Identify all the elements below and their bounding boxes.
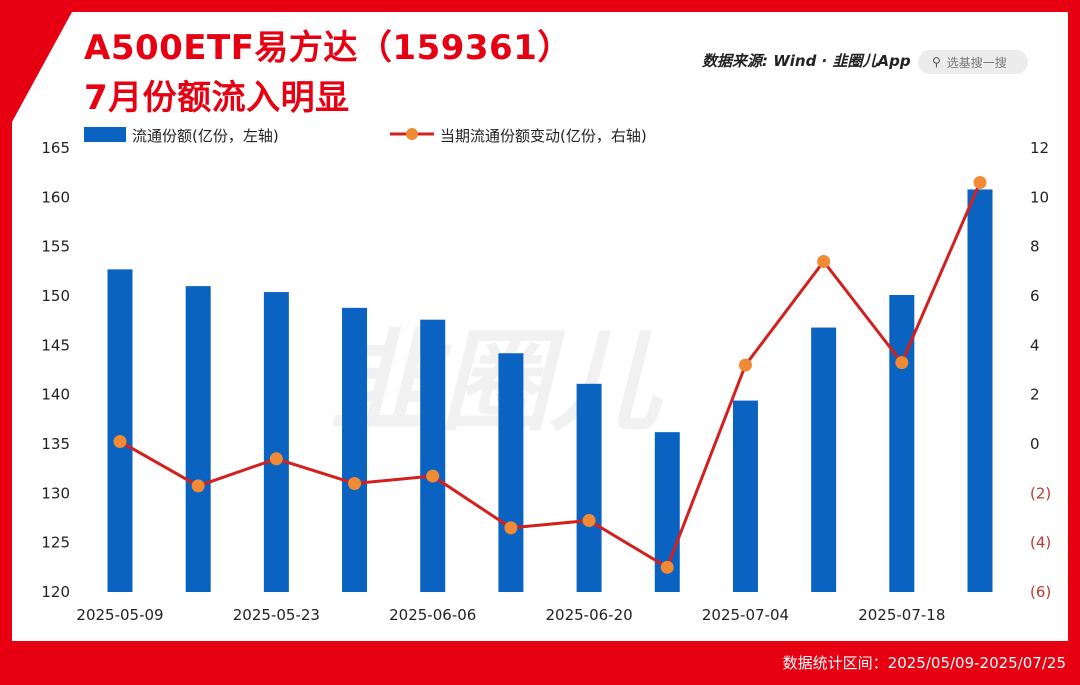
x-axis: 2025-05-09 2025-05-23 2025-06-06 2025-06-20… [76,606,945,624]
y-right-tick-label: 0 [1030,435,1040,453]
bar [107,269,133,592]
y-axis-right: (6) (4) (2) 0 2 4 6 8 10 12 [1030,139,1051,601]
line-point [191,479,205,493]
y-left-tick-label: 165 [41,139,70,157]
line-path [119,181,982,570]
y-right-tick-label: 6 [1030,287,1040,305]
y-left-tick-label: 140 [41,386,70,404]
x-tick-label: 2025-06-06 [389,606,476,624]
y-right-tick-label: 10 [1030,188,1049,206]
y-right-tick-label: (4) [1030,534,1051,552]
y-right-tick-label: 2 [1030,386,1040,404]
line-point [895,356,909,370]
legend-bar-swatch [84,127,126,142]
bar [185,286,211,592]
legend-line-label: 当期流通份额变动(亿份，右轴) [440,127,647,145]
x-tick-label: 2025-07-18 [858,606,945,624]
footer-date-range: 数据统计区间：2025/05/09-2025/07/25 [782,654,1066,672]
line-point [348,476,362,490]
data-source: 数据来源: Wind · 韭圈儿App [702,50,911,71]
corner-accent [12,12,72,122]
y-right-tick-label: 4 [1030,336,1040,354]
search-input[interactable]: ⚲ 选基搜一搜 [918,50,1028,74]
y-left-tick-label: 145 [41,336,70,354]
line-point [973,176,987,190]
line-point [504,521,518,535]
bar [498,353,524,592]
y-right-tick-label: 8 [1030,238,1040,256]
bar [420,319,446,592]
bar [263,292,289,592]
bar-series [107,189,993,592]
line-point [582,513,596,527]
y-left-tick-label: 120 [41,583,70,601]
y-left-tick-label: 155 [41,238,70,256]
line-point [113,435,127,449]
y-left-tick-label: 150 [41,287,70,305]
x-tick-label: 2025-05-23 [233,606,320,624]
y-right-tick-label: 12 [1030,139,1049,157]
x-tick-label: 2025-06-20 [545,606,632,624]
search-icon: ⚲ [932,55,941,69]
legend-bar-label: 流通份额(亿份，左轴) [132,127,279,145]
search-placeholder: 选基搜一搜 [946,55,1007,70]
bar [342,307,368,592]
y-right-tick-label: (6) [1030,583,1051,601]
bar [967,189,993,592]
line-series [113,176,987,574]
x-tick-label: 2025-05-09 [76,606,163,624]
legend-line-marker [406,128,418,140]
y-left-tick-label: 125 [41,534,70,552]
line-point [817,254,831,268]
legend: 流通份额(亿份，左轴) 当期流通份额变动(亿份，右轴) [84,127,647,145]
y-left-tick-label: 130 [41,484,70,502]
line-point [738,358,752,372]
y-axis-left: 120 125 130 135 140 145 150 155 160 165 [41,139,70,601]
chart-title-line1: A500ETF易方达（159361） [84,28,572,68]
data-source-prefix: 数据来源: Wind · [702,52,833,70]
watermark-text: 韭圈儿 [330,318,664,446]
bar [576,383,602,592]
chart-title-line2: 7月份额流入明显 [84,78,350,118]
x-tick-label: 2025-07-04 [702,606,789,624]
y-left-tick-label: 135 [41,435,70,453]
brand-logo-text: 韭圈儿App [832,52,911,70]
line-point [269,452,283,466]
line-point [660,560,674,574]
bar [732,400,758,592]
bar [811,327,837,592]
y-left-tick-label: 160 [41,188,70,206]
y-right-tick-label: (2) [1030,484,1051,502]
line-point [426,469,440,483]
